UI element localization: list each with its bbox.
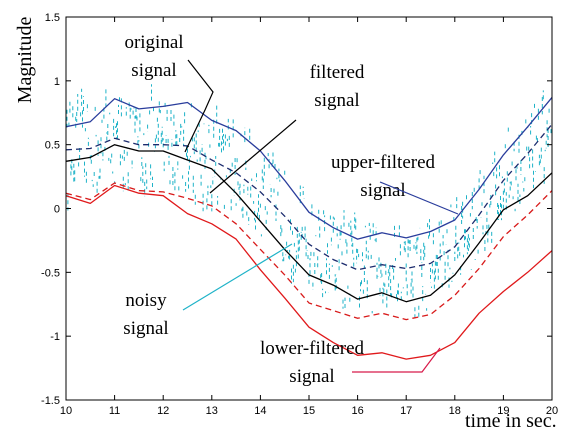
x-tick-label: 10 xyxy=(60,405,72,417)
noisy-annotation-label: noisy xyxy=(125,290,167,311)
filtered-signal-line xyxy=(65,144,553,303)
original-signal-line xyxy=(65,123,553,271)
filtered-leader-line xyxy=(209,119,297,194)
upper-leader-line xyxy=(379,181,459,215)
original-annotation-label: signal xyxy=(131,60,176,81)
y-axis-label: Magnitude xyxy=(14,17,36,104)
x-tick-label: 13 xyxy=(206,405,218,417)
y-tick-label: -1.5 xyxy=(41,395,60,407)
lower-annotation-label: lower-filtered xyxy=(260,338,365,359)
x-tick-label: 18 xyxy=(449,405,461,417)
lower-filtered-dashed-signal-line xyxy=(65,182,553,321)
tick-labels: 10 11 12 13 14 15 16 17 18 19 20 1.5 1 0.5 0 -0.5 -1 -1.5 xyxy=(41,12,558,417)
y-tick-label: 0 xyxy=(54,204,60,216)
upper-annotation-label: signal xyxy=(360,180,405,201)
x-tick-label: 16 xyxy=(351,405,363,417)
y-tick-label: -1 xyxy=(50,331,60,343)
noisy-leader-line xyxy=(182,243,293,311)
upper-annotation-label: upper-filtered xyxy=(331,152,436,173)
lower-filtered-signal-line xyxy=(65,184,553,360)
series-layer xyxy=(65,96,553,360)
original-annotation-label: original xyxy=(124,32,183,53)
noisy-signal-layer xyxy=(65,83,553,321)
y-tick-label: 1.5 xyxy=(45,12,60,24)
x-tick-label: 15 xyxy=(303,405,315,417)
y-tick-label: 0.5 xyxy=(45,140,60,152)
annotations: original signal filtered signal upper-filter… xyxy=(123,32,459,387)
noisy-annotation-label: signal xyxy=(123,318,168,339)
lower-annotation-label: signal xyxy=(289,366,334,387)
upper-filtered-signal-line xyxy=(65,96,553,240)
original-leader-line xyxy=(184,59,214,153)
filtered-annotation-label: signal xyxy=(314,90,359,111)
x-tick-label: 12 xyxy=(157,405,169,417)
y-tick-label: 1 xyxy=(54,76,60,88)
x-tick-label: 19 xyxy=(497,405,509,417)
filtered-annotation-label: filtered xyxy=(310,62,365,83)
lower-leader-line xyxy=(352,347,441,373)
x-tick-label: 17 xyxy=(400,405,412,417)
x-tick-label: 14 xyxy=(254,405,266,417)
x-tick-label: 20 xyxy=(546,405,558,417)
axes xyxy=(65,16,553,401)
x-tick-label: 11 xyxy=(109,405,120,417)
x-axis-label: time in sec. xyxy=(465,410,557,432)
y-tick-label: -0.5 xyxy=(41,267,60,279)
